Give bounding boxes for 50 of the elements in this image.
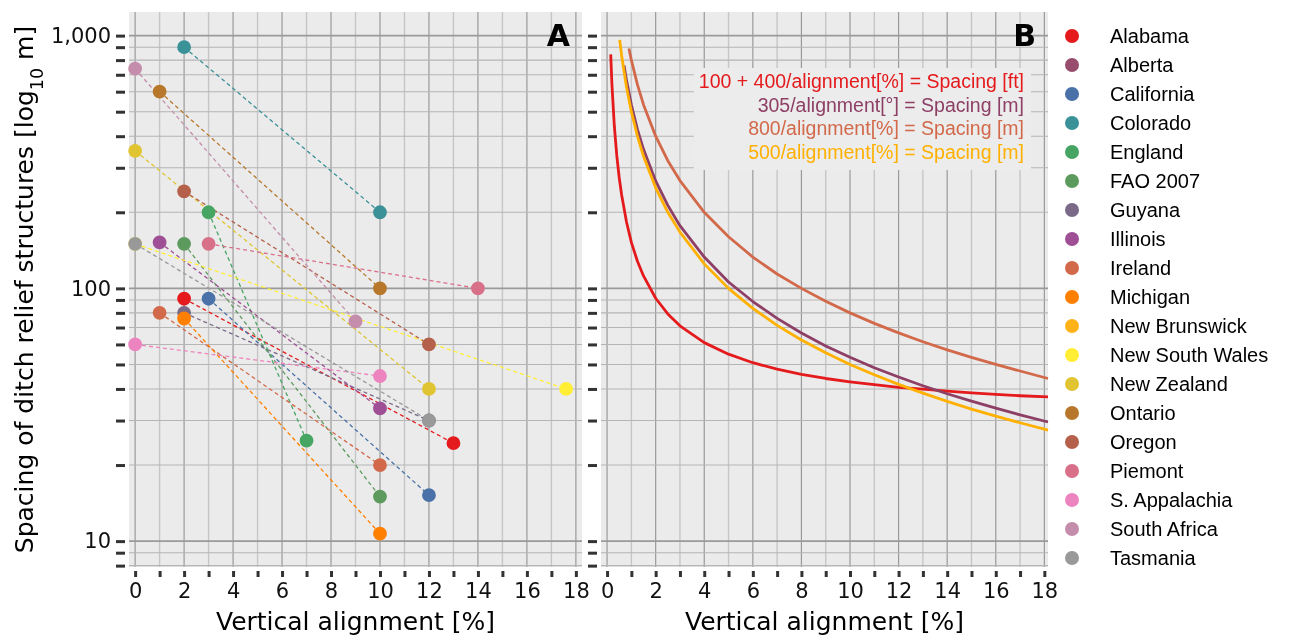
legend-label: New Zealand <box>1110 373 1228 395</box>
legend-label: Ontario <box>1110 402 1176 424</box>
legend-label: S. Appalachia <box>1110 489 1234 511</box>
legend-label: Ireland <box>1110 257 1172 279</box>
legend-label: Alberta <box>1110 54 1175 76</box>
legend-label: South Africa <box>1110 518 1219 540</box>
legend-label: Tasmania <box>1110 547 1197 569</box>
x-tick-label: 8 <box>795 578 809 603</box>
legend-label: Illinois <box>1110 228 1166 250</box>
x-tick-label: 0 <box>128 578 143 603</box>
x-tick-label: 18 <box>563 578 590 603</box>
legend-label: FAO 2007 <box>1110 170 1201 192</box>
x-tick-label: 2 <box>177 578 192 603</box>
x-tick-label: 16 <box>514 578 541 603</box>
x-tick-label: 0 <box>600 578 615 603</box>
legend-label: Colorado <box>1110 112 1192 134</box>
x-tick-label: 12 <box>416 578 443 603</box>
x-axis-title: Vertical alignment [%] <box>684 607 965 636</box>
y-tick-label: 10 <box>84 529 111 554</box>
text: 800/alignment[%] = Spacing [m] <box>748 117 1024 139</box>
legend-label: New South Wales <box>1110 344 1269 366</box>
x-tick-label: 14 <box>934 578 962 603</box>
x-tick-label: 18 <box>1031 578 1059 603</box>
legend-label: Piemont <box>1110 460 1184 482</box>
x-tick-label: 4 <box>226 578 241 603</box>
x-tick-label: 8 <box>324 578 339 603</box>
legend-label: Guyana <box>1110 199 1181 221</box>
legend-label: Alabama <box>1110 25 1190 47</box>
x-tick-label: 6 <box>275 578 290 603</box>
text: 500/alignment[%] = Spacing [m] <box>748 140 1024 163</box>
text: 305/alignment[°] = Spacing [m] <box>757 93 1024 116</box>
x-tick-label: 10 <box>367 578 394 603</box>
text: 100 + 400/alignment[%] = Spacing [ft] <box>698 70 1024 92</box>
legend-label: New Brunswick <box>1110 315 1248 337</box>
y-tick-label: 1,000 <box>50 23 111 48</box>
annotation: A <box>546 18 571 53</box>
annotation: B <box>1013 18 1036 53</box>
x-tick-label: 14 <box>465 578 492 603</box>
x-tick-label: 12 <box>885 578 913 603</box>
y-tick-label: 100 <box>70 276 111 301</box>
legend-label: England <box>1110 141 1184 163</box>
x-tick-label: 2 <box>649 578 663 603</box>
legend-label: California <box>1110 83 1196 105</box>
legend-label: Michigan <box>1110 286 1191 308</box>
x-axis-title: Vertical alignment [%] <box>215 607 496 636</box>
x-tick-label: 16 <box>982 578 1010 603</box>
x-tick-label: 6 <box>746 578 761 603</box>
x-tick-label: 4 <box>698 578 712 603</box>
legend-label: Oregon <box>1110 431 1177 453</box>
x-tick-label: 10 <box>837 578 864 603</box>
